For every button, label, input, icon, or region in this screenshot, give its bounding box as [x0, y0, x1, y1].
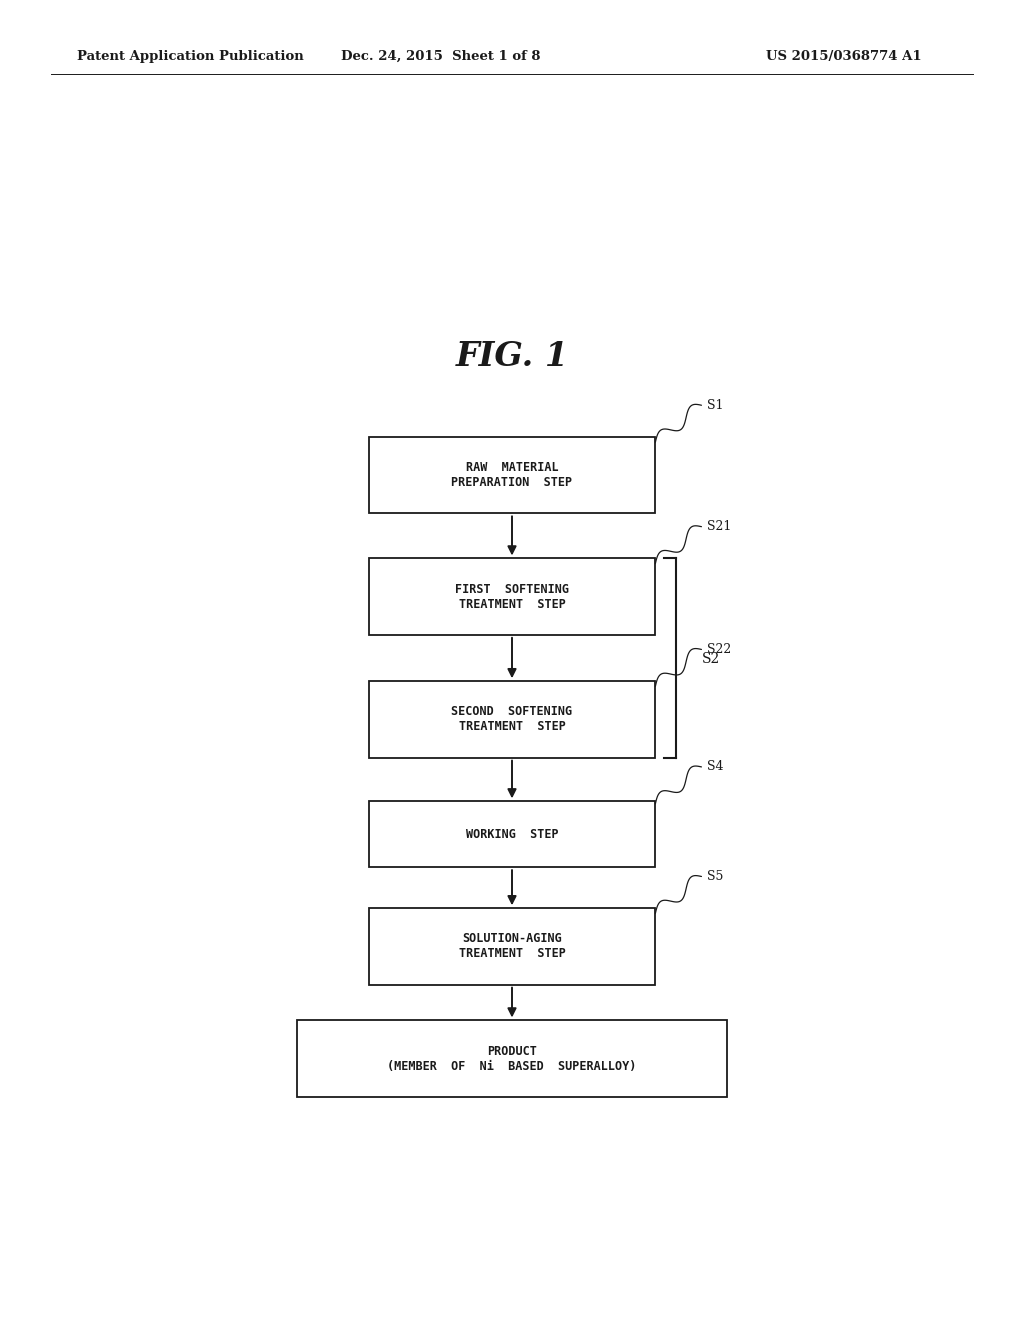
Text: SECOND  SOFTENING
TREATMENT  STEP: SECOND SOFTENING TREATMENT STEP: [452, 705, 572, 734]
Text: S4: S4: [707, 760, 723, 774]
Text: S21: S21: [707, 520, 731, 533]
FancyBboxPatch shape: [369, 437, 655, 513]
Text: US 2015/0368774 A1: US 2015/0368774 A1: [766, 50, 922, 63]
Text: S22: S22: [707, 643, 731, 656]
FancyBboxPatch shape: [369, 558, 655, 635]
Text: S2: S2: [701, 652, 720, 665]
Text: S5: S5: [707, 870, 723, 883]
Text: FIRST  SOFTENING
TREATMENT  STEP: FIRST SOFTENING TREATMENT STEP: [455, 582, 569, 611]
Text: S1: S1: [707, 399, 723, 412]
FancyBboxPatch shape: [297, 1020, 727, 1097]
FancyBboxPatch shape: [369, 681, 655, 758]
Text: Dec. 24, 2015  Sheet 1 of 8: Dec. 24, 2015 Sheet 1 of 8: [341, 50, 540, 63]
Text: Patent Application Publication: Patent Application Publication: [77, 50, 303, 63]
Text: FIG. 1: FIG. 1: [456, 339, 568, 372]
Text: PRODUCT
(MEMBER  OF  Ni  BASED  SUPERALLOY): PRODUCT (MEMBER OF Ni BASED SUPERALLOY): [387, 1044, 637, 1073]
Text: RAW  MATERIAL
PREPARATION  STEP: RAW MATERIAL PREPARATION STEP: [452, 461, 572, 490]
Text: WORKING  STEP: WORKING STEP: [466, 828, 558, 841]
FancyBboxPatch shape: [369, 801, 655, 867]
FancyBboxPatch shape: [369, 908, 655, 985]
Text: SOLUTION-AGING
TREATMENT  STEP: SOLUTION-AGING TREATMENT STEP: [459, 932, 565, 961]
